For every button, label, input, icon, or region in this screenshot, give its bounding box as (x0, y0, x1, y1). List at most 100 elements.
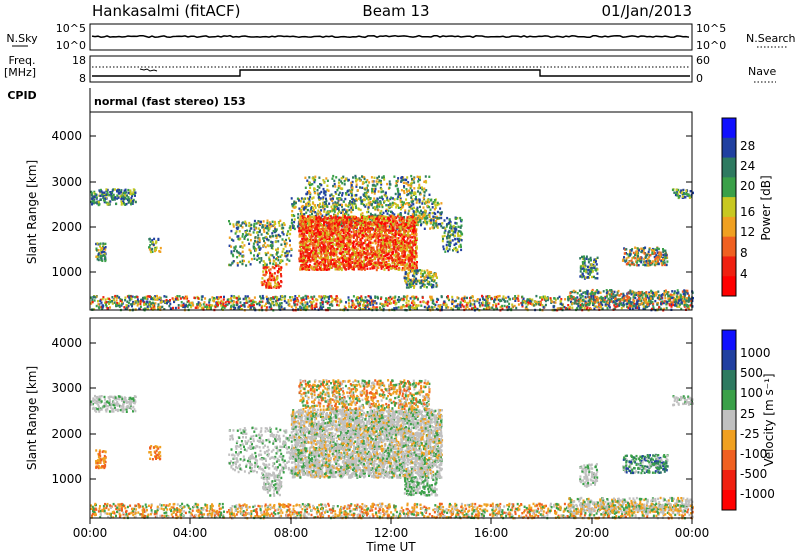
scatter-cell (377, 297, 379, 300)
scatter-cell (274, 234, 277, 237)
scatter-cell (376, 205, 379, 208)
scatter-cell (537, 303, 540, 306)
scatter-cell (314, 215, 317, 219)
scatter-cell (319, 296, 322, 299)
scatter-cell (356, 189, 359, 192)
scatter-cell (258, 245, 261, 248)
scatter-cell (529, 299, 532, 303)
scatter-cell (95, 242, 98, 246)
scatter-cell (313, 295, 316, 298)
scatter-cell (350, 219, 353, 222)
scatter-cell (423, 180, 426, 183)
scatter-cell (396, 179, 399, 182)
scatter-cell (374, 241, 377, 244)
scatter-cell (132, 200, 134, 203)
scatter-cell (482, 307, 485, 311)
scatter-cell (272, 262, 275, 265)
scatter-cell (259, 220, 262, 223)
scatter-cell (390, 297, 393, 301)
scatter-cell (371, 216, 374, 219)
scatter-cell (410, 196, 413, 199)
scatter-cell (644, 307, 647, 310)
scatter-cell (148, 295, 151, 298)
scatter-cell (136, 304, 139, 307)
scatter-cell (131, 194, 134, 198)
scatter-cell (429, 295, 432, 298)
scatter-cell (673, 296, 675, 300)
scatter-cell (176, 297, 179, 300)
scatter-cell (163, 295, 166, 298)
scatter-cell (425, 189, 428, 192)
scatter-cell (408, 202, 410, 205)
scatter-cell (293, 203, 296, 206)
scatter-cell (186, 297, 189, 300)
scatter-cell (281, 250, 284, 253)
scatter-cell (469, 304, 472, 307)
scatter-cell (122, 200, 125, 203)
scatter-cell (420, 304, 423, 307)
scatter-cell (234, 247, 237, 250)
scatter-cell (266, 266, 268, 269)
scatter-cell (410, 264, 413, 267)
scatter-cell (408, 209, 411, 213)
scatter-cell (303, 306, 306, 309)
scatter-cell (111, 302, 114, 305)
scatter-cell (563, 306, 566, 309)
scatter-cell (339, 203, 342, 207)
scatter-cell (439, 207, 442, 210)
scatter-cell (320, 252, 323, 255)
scatter-cell (305, 192, 308, 196)
scatter-cell (323, 297, 326, 300)
scatter-cell (401, 176, 404, 179)
scatter-cell (333, 210, 336, 213)
scatter-cell (105, 201, 108, 204)
scatter-cell (313, 249, 316, 252)
scatter-cell (247, 232, 250, 236)
scatter-cell (463, 297, 466, 300)
scatter-cell (269, 259, 272, 263)
scatter-cell (404, 209, 407, 212)
scatter-cell (381, 198, 384, 201)
scatter-cell (351, 305, 354, 309)
scatter-cell (137, 300, 140, 303)
scatter-cell (439, 304, 442, 307)
scatter-cell (99, 194, 102, 198)
scatter-cell (255, 231, 258, 234)
scatter-cell (294, 297, 297, 301)
scatter-cell (422, 300, 425, 304)
scatter-cell (269, 282, 272, 285)
scatter-cell (306, 302, 309, 306)
scatter-cell (336, 197, 339, 200)
scatter-cell (104, 197, 107, 200)
scatter-cell (213, 300, 216, 303)
scatter-cell (383, 176, 385, 180)
scatter-cell (323, 251, 326, 254)
scatter-cell (237, 220, 240, 224)
scatter-cell (418, 183, 421, 186)
scatter-cell (100, 301, 103, 304)
scatter-cell (431, 301, 434, 305)
scatter-cell (104, 301, 106, 304)
scatter-cell (382, 255, 385, 258)
scatter-cell (293, 214, 296, 218)
scatter-cell (340, 211, 343, 214)
scatter-cell (141, 298, 144, 301)
scatter-cell (485, 304, 488, 308)
scatter-cell (517, 294, 520, 298)
scatter-cell (93, 190, 96, 194)
scatter-cell (182, 304, 185, 307)
scatter-cell (169, 302, 172, 306)
scatter-cell (106, 194, 109, 197)
scatter-cell (275, 236, 278, 240)
scatter-cell (334, 191, 337, 194)
scatter-cell (291, 218, 293, 222)
scatter-cell (135, 300, 138, 303)
scatter-cell (498, 294, 501, 298)
scatter-cell (425, 217, 428, 220)
scatter-cell (283, 254, 286, 258)
scatter-cell (319, 261, 322, 264)
scatter-cell (485, 295, 488, 298)
scatter-cell (418, 214, 421, 217)
nsky-tick-top: 10^5 (56, 22, 86, 35)
scatter-cell (410, 221, 413, 224)
